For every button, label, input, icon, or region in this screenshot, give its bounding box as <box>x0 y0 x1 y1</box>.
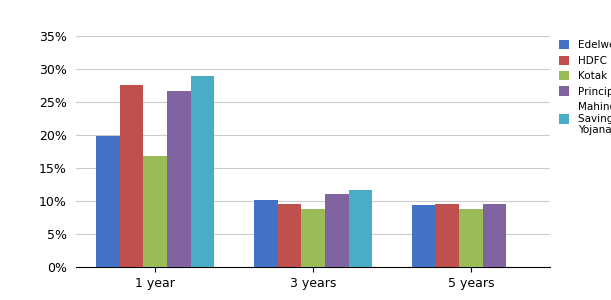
Bar <box>277 204 301 267</box>
Bar <box>412 205 436 267</box>
Bar <box>349 190 372 267</box>
Bar <box>96 136 120 267</box>
Bar <box>459 209 483 267</box>
Legend: Edelweiss Equity Savings, HDFC Equity Savings, Kotak Equity Savings, Principal E: Edelweiss Equity Savings, HDFC Equity Sa… <box>555 36 611 139</box>
Bar <box>325 194 349 267</box>
Bar <box>191 76 214 267</box>
Bar <box>301 209 325 267</box>
Bar <box>120 85 144 267</box>
Bar <box>436 204 459 267</box>
Bar <box>483 204 507 267</box>
Bar <box>167 91 191 267</box>
Bar <box>144 156 167 267</box>
Bar <box>254 200 277 267</box>
